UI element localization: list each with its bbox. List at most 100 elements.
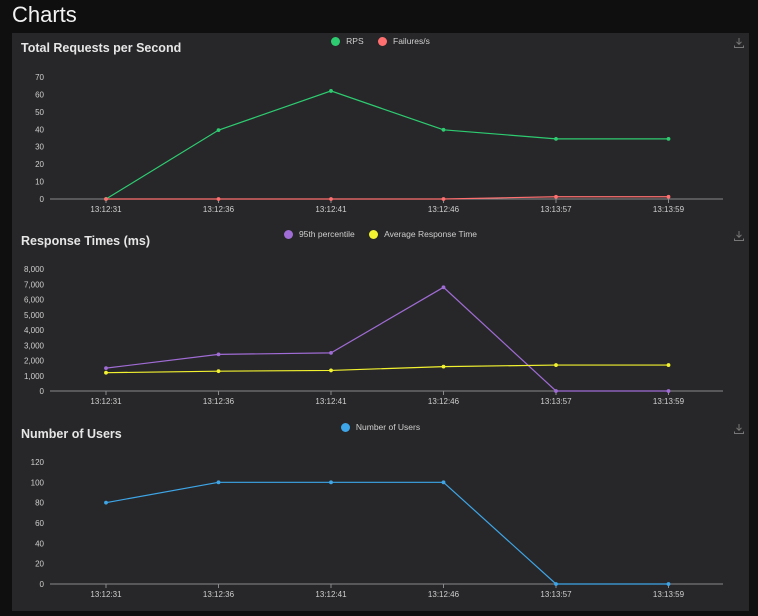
legend-item-95th-percentile[interactable]: 95th percentile	[283, 229, 355, 239]
x-tick-label: 13:13:57	[540, 397, 572, 406]
data-point[interactable]	[441, 197, 446, 201]
data-point[interactable]	[441, 285, 446, 290]
data-point[interactable]	[441, 127, 446, 132]
data-point[interactable]	[104, 370, 108, 375]
chart-title: Number of Users	[21, 427, 122, 441]
y-tick-label: 30	[35, 143, 44, 152]
y-tick-label: 6,000	[24, 296, 45, 305]
data-point[interactable]	[554, 194, 558, 199]
y-tick-label: 0	[40, 387, 45, 396]
data-point[interactable]	[441, 480, 446, 485]
data-point[interactable]	[666, 136, 671, 141]
chart-legend: 95th percentile Average Response Time	[12, 229, 749, 241]
x-tick-label: 13:13:59	[653, 590, 685, 599]
x-tick-label: 13:12:31	[90, 590, 122, 599]
y-tick-label: 40	[35, 125, 44, 134]
y-tick-label: 3,000	[24, 341, 45, 350]
page-title: Charts	[12, 2, 77, 27]
data-point[interactable]	[216, 369, 221, 374]
chart-response-times: Response Times (ms) 95th percentile Aver…	[12, 226, 749, 418]
x-tick-label: 13:13:57	[540, 205, 572, 214]
y-tick-label: 60	[35, 519, 44, 528]
legend-dot-icon	[340, 422, 350, 432]
x-tick-label: 13:12:36	[203, 590, 235, 599]
x-tick-label: 13:12:46	[428, 205, 460, 214]
download-icon[interactable]	[733, 230, 745, 242]
data-point[interactable]	[329, 350, 333, 355]
chart-total-requests: Total Requests per Second RPS Failures/s…	[12, 33, 749, 225]
y-tick-label: 0	[40, 580, 45, 589]
y-tick-label: 5,000	[24, 311, 45, 320]
data-point[interactable]	[216, 197, 221, 201]
x-tick-label: 13:13:57	[540, 590, 572, 599]
download-icon[interactable]	[733, 37, 745, 49]
legend-dot-icon	[283, 229, 293, 239]
chart-plot: 0 1,000 2,000 3,000 4,000 5,000 6,000 7,000 8,00…	[24, 265, 723, 406]
x-tick-label: 13:12:31	[90, 397, 122, 406]
x-tick-label: 13:12:41	[315, 590, 347, 599]
data-point[interactable]	[329, 197, 333, 201]
legend-label: Average Response Time	[384, 229, 478, 239]
data-point[interactable]	[329, 89, 333, 93]
y-tick-label: 0	[40, 195, 45, 204]
series-line	[105, 286, 669, 392]
legend-item-number-of-users[interactable]: Number of Users	[340, 422, 421, 432]
x-tick-label: 13:12:41	[315, 397, 347, 406]
data-point[interactable]	[329, 368, 333, 373]
series-line	[105, 481, 669, 585]
legend-item-rps[interactable]: RPS	[331, 36, 364, 46]
x-tick-label: 13:13:59	[653, 205, 685, 214]
data-point[interactable]	[554, 389, 558, 393]
chart-plot: 0 10 20 30 40 50 60 70 13:12:31 13:12:36 13:12:41 1…	[35, 73, 723, 214]
chart-plot: 0 20 40 60 80 100 120 13:12:31 13:12:36 13:12:41 1…	[31, 458, 723, 599]
legend-item-failures[interactable]: Failures/s	[378, 36, 430, 46]
y-tick-label: 20	[35, 160, 44, 169]
x-tick-label: 13:12:36	[203, 397, 235, 406]
data-point[interactable]	[554, 582, 558, 586]
data-point[interactable]	[554, 136, 558, 141]
legend-label: Number of Users	[355, 422, 421, 432]
data-point[interactable]	[329, 480, 333, 485]
data-point[interactable]	[554, 363, 558, 367]
chart-legend: Number of Users	[12, 422, 749, 434]
data-point[interactable]	[216, 480, 221, 485]
data-point[interactable]	[104, 366, 108, 371]
y-tick-label: 100	[31, 478, 45, 487]
y-tick-label: 8,000	[24, 265, 45, 274]
series-line	[105, 364, 669, 374]
x-tick-label: 13:12:46	[428, 590, 460, 599]
data-point[interactable]	[104, 197, 108, 201]
y-tick-label: 1,000	[24, 372, 45, 381]
legend-label: RPS	[346, 36, 364, 46]
download-icon[interactable]	[733, 423, 745, 435]
legend-label: 95th percentile	[298, 229, 355, 239]
series-line	[105, 90, 669, 200]
legend-dot-icon	[369, 229, 379, 239]
y-tick-label: 60	[35, 90, 44, 99]
data-point[interactable]	[666, 363, 671, 367]
y-tick-label: 40	[35, 539, 44, 548]
y-tick-label: 50	[35, 108, 44, 117]
data-point[interactable]	[216, 352, 221, 357]
chart-number-of-users: Number of Users Number of Users 0 20 40 60 8…	[12, 419, 749, 611]
chart-title: Total Requests per Second	[21, 41, 182, 55]
data-point[interactable]	[441, 364, 446, 369]
x-tick-label: 13:12:46	[428, 397, 460, 406]
y-tick-label: 7,000	[24, 280, 45, 289]
x-tick-label: 13:13:59	[653, 397, 685, 406]
data-point[interactable]	[216, 128, 221, 133]
data-point[interactable]	[666, 389, 671, 393]
y-tick-label: 20	[35, 560, 44, 569]
y-tick-label: 10	[35, 178, 44, 187]
legend-label: Failures/s	[393, 36, 430, 46]
y-tick-label: 80	[35, 499, 44, 508]
y-tick-label: 70	[35, 73, 44, 82]
y-tick-label: 4,000	[24, 326, 45, 335]
data-point[interactable]	[104, 500, 108, 505]
series-line	[106, 196, 669, 200]
data-point[interactable]	[666, 194, 671, 199]
legend-item-average-response-time[interactable]: Average Response Time	[369, 229, 477, 239]
y-tick-label: 120	[31, 458, 45, 467]
data-point[interactable]	[666, 582, 671, 586]
x-tick-label: 13:12:36	[203, 205, 235, 214]
